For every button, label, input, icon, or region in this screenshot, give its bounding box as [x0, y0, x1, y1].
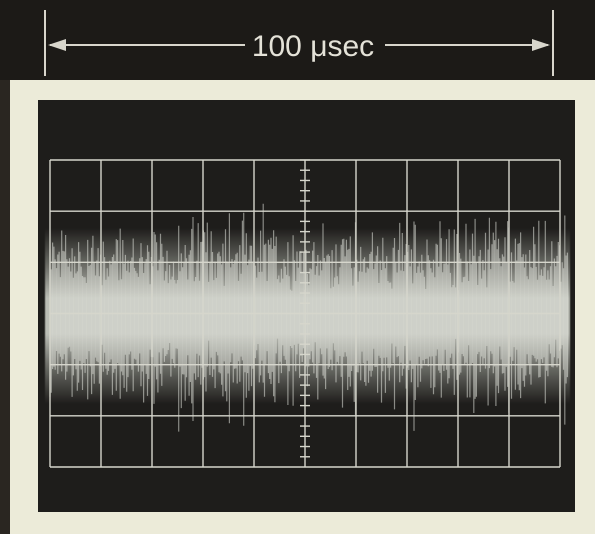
- frame-edge: [0, 80, 10, 534]
- arrowhead-right: [532, 39, 550, 51]
- arrowhead-left: [48, 39, 66, 51]
- scale-label: 100 μsec: [252, 30, 374, 63]
- top-strip: [0, 0, 595, 80]
- graticule: [49, 159, 561, 468]
